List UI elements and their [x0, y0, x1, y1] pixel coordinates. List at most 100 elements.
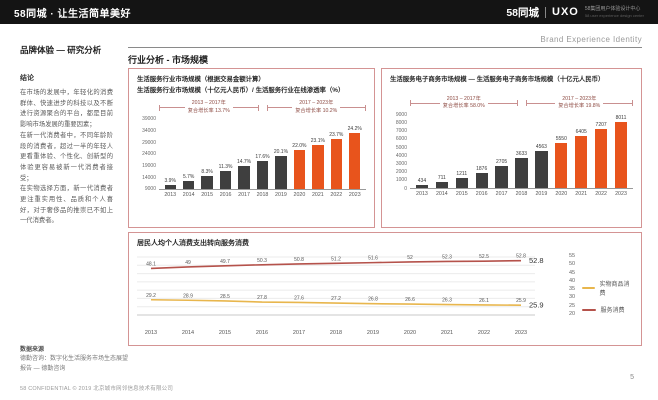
bar-value-label: 11.3%	[218, 164, 233, 171]
bar	[238, 166, 250, 189]
legend-swatch-services	[582, 308, 597, 311]
x-axis-label: 2016	[255, 330, 269, 336]
point-value-label: 27.6	[294, 295, 304, 301]
cagr-annotation-2013-2017: 2013 – 2017年 复合增长率 58.0%	[410, 96, 518, 112]
x-axis-labels: 2013 2014 2015 2016 2017 2018 2019 2020 2021 2022…	[159, 192, 366, 198]
x-axis-label: 2020	[555, 191, 568, 198]
bar	[515, 158, 528, 189]
point-value-label: 26.3	[442, 298, 452, 304]
bar	[555, 142, 568, 189]
bar	[495, 165, 508, 189]
bar-value-label: 20.1%	[273, 148, 289, 155]
x-axis-label: 2019	[366, 330, 380, 336]
cagr-annotation-2013-2017: 2013 – 2017年 复合增长率 13.7%	[159, 100, 259, 116]
cagr-annotations: 2013 – 2017年 复合增长率 58.0% 2017 – 2023年 复合…	[410, 96, 633, 112]
conclusion-label: 结论	[20, 75, 34, 82]
bar-value-label: 23.7%	[329, 131, 344, 138]
bar	[475, 172, 488, 189]
x-axis-label: 2019	[275, 191, 287, 198]
annotation-cagr: 复合增长率 10.2%	[295, 107, 338, 114]
x-axis-label: 2017	[495, 191, 508, 198]
conclusion-paragraph: 在市场的发展中，年轻化的消费群体、快速进步的科技以及不断进行资源聚合的平台，都是…	[20, 89, 113, 129]
bar-value-label: 22.0%	[292, 143, 307, 150]
x-axis-label: 2017	[238, 191, 250, 198]
point-value-label: 29.2	[146, 293, 156, 299]
bar-column: 4563	[531, 115, 551, 189]
bar	[219, 171, 232, 189]
bar-value-label: 434	[417, 177, 427, 184]
point-value-label: 52.3	[442, 254, 452, 260]
bar-value-label: 23.1%	[310, 137, 325, 144]
x-axis-label: 2016	[475, 191, 488, 198]
bar-column: 711	[432, 115, 452, 189]
chart-box-industry-market: 生活服务行业市场规模（根据交易金额计算） 生活服务行业市场规模（十亿元人民币）/…	[128, 68, 375, 228]
bar-value-label: 14.7%	[236, 159, 252, 166]
conclusion-paragraph: 在新一代消费者中，不同年龄阶段的消费者，超过一半的年轻人更看重体验、个性化、创新…	[20, 131, 113, 182]
annotation-text: 2013 – 2017年 复合增长率 13.7%	[185, 100, 233, 116]
x-axis-label: 2021	[575, 191, 588, 198]
bar-column: 17.6%	[253, 120, 271, 189]
header-rule	[128, 47, 642, 48]
data-source: 数据来源 德勤咨询：数字化生活服务市场生态展望报告 — 德勤咨询	[20, 344, 128, 374]
point-value-label: 50.3	[257, 258, 267, 264]
bar-column: 434	[412, 115, 432, 189]
annotation-cagr: 复合增长率 58.0%	[442, 103, 485, 110]
point-value-label: 28.9	[183, 293, 193, 299]
header-divider	[545, 6, 546, 18]
conclusion-paragraph: 在实物选择方面，新一代消费者更注重实用性、品质和个人喜好，对于奢侈品的推崇已不如…	[20, 185, 113, 225]
bar-value-label: 5550	[555, 135, 567, 142]
bar	[330, 138, 343, 189]
x-axis-label: 2021	[311, 191, 324, 198]
x-axis-label: 2021	[440, 330, 454, 336]
bars: 434 711 1211 1876 2705 3633 4563 5550 6405 7207 80…	[410, 115, 633, 190]
bar	[293, 150, 306, 189]
bar-column: 5.7%	[179, 120, 197, 189]
legend-item-goods: 实物商品消费	[582, 279, 633, 297]
bar-column: 3.9%	[161, 120, 179, 189]
y-tick-label: 35	[569, 286, 576, 293]
y-tick-label: 25	[569, 302, 576, 309]
x-axis-label: 2015	[455, 191, 468, 198]
bar	[201, 176, 213, 189]
page-number: 5	[630, 374, 634, 381]
point-value-label: 25.9	[516, 298, 526, 304]
x-axis-label: 2023	[615, 191, 627, 198]
header-tagline: 58同城 · 让生活简单美好	[14, 8, 132, 20]
bar-column: 7207	[591, 115, 611, 189]
annotation-line	[159, 104, 185, 111]
end-value-label: 25.9	[529, 301, 544, 310]
point-value-label: 52.5	[479, 254, 489, 260]
bar-column: 11.3%	[216, 120, 234, 189]
x-axis-label: 2015	[218, 330, 232, 336]
annotation-cagr: 复合增长率 19.8%	[558, 103, 601, 110]
point-value-label: 51.6	[368, 256, 378, 262]
dept-name-cn: 58集团用户体验设计中心	[584, 6, 641, 13]
bar	[575, 135, 588, 189]
point-value-label: 27.2	[331, 296, 341, 302]
annotation-range: 2013 – 2017年	[191, 100, 226, 107]
brand-experience-label: Brand Experience Identity	[540, 35, 642, 44]
bar-column: 14.7%	[235, 120, 253, 189]
bar-value-label: 1211	[456, 171, 468, 178]
bar	[535, 150, 548, 189]
point-value-label: 26.1	[479, 298, 489, 304]
annotation-line	[487, 100, 518, 107]
header-brand-block: 58同城 UXO 58集团用户体验设计中心 58 user experience…	[506, 5, 644, 20]
bar	[312, 144, 324, 189]
confidential-footer: 58 CONFIDENTIAL © 2019 北京城市网邻信息技术有限公司	[20, 386, 174, 392]
bar-column: 6405	[571, 115, 591, 189]
y-axis: 55 50 45 40 35 30 25 20	[565, 251, 582, 329]
bar-value-label: 2705	[496, 158, 508, 165]
chart-title: 居民人均个人消费支出转向服务消费	[137, 240, 249, 247]
annotation-range: 2017 – 2023年	[562, 95, 597, 102]
dept-block: 58集团用户体验设计中心 58 user experience design c…	[585, 6, 644, 17]
annotation-cagr: 复合增长率 13.7%	[187, 107, 230, 114]
x-axis-label: 2013	[416, 191, 428, 198]
series-line-服务消费	[150, 259, 522, 270]
x-axis-labels: 2013 2014 2015 2016 2017 2018 2019 2020 2021 2022…	[410, 191, 633, 197]
bar-chart-ecommerce-market: 9000 8000 7000 6000 5000 4000 3000 2000 1000 0 43…	[390, 112, 633, 197]
plot-area: 3.9% 5.7% 8.3% 11.3% 14.7% 17.6% 20.1% 22.0% 23.…	[159, 120, 366, 198]
y-tick-label: 8000	[395, 119, 407, 126]
bar-column: 8.3%	[198, 120, 216, 189]
bar	[349, 132, 361, 189]
